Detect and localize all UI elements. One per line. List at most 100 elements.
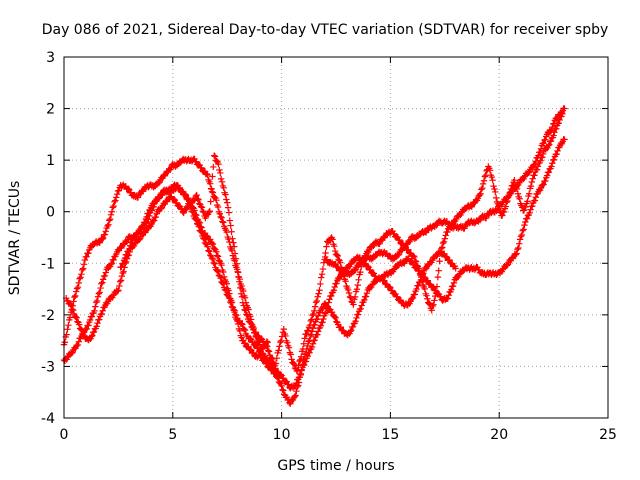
data-point xyxy=(308,328,316,335)
data-point xyxy=(86,316,94,324)
data-point xyxy=(479,184,486,192)
data-point xyxy=(506,192,513,199)
data-point xyxy=(334,252,341,260)
data-point xyxy=(200,235,208,243)
data-point xyxy=(91,307,98,315)
data-point xyxy=(513,250,520,257)
data-point xyxy=(145,210,152,217)
data-point xyxy=(94,293,102,300)
data-point xyxy=(284,339,291,346)
data-point xyxy=(331,247,339,255)
data-point xyxy=(337,259,344,266)
data-point xyxy=(325,299,332,306)
data-point xyxy=(326,296,333,303)
data-point xyxy=(208,254,216,262)
data-point xyxy=(106,215,114,223)
data-point xyxy=(331,283,338,291)
data-point xyxy=(421,285,428,293)
data-point xyxy=(217,274,224,282)
data-point xyxy=(351,293,359,301)
data-point xyxy=(276,343,283,350)
data-point xyxy=(80,261,88,268)
data-point xyxy=(85,249,92,257)
data-point xyxy=(115,187,123,194)
data-point xyxy=(279,386,286,393)
y-tick-label: 2 xyxy=(46,102,55,118)
data-point xyxy=(319,265,327,273)
data-point xyxy=(209,255,217,263)
data-point xyxy=(526,209,533,217)
data-point xyxy=(197,228,204,235)
data-point xyxy=(364,263,371,270)
data-point xyxy=(517,233,525,240)
data-point xyxy=(516,236,524,243)
data-point xyxy=(222,191,229,198)
data-point xyxy=(76,275,83,282)
data-point xyxy=(195,196,202,203)
x-tick-label: 15 xyxy=(381,427,399,443)
data-point xyxy=(525,169,532,176)
data-point xyxy=(228,247,236,254)
data-point xyxy=(113,194,120,201)
y-tick-label: 3 xyxy=(46,50,55,66)
data-point xyxy=(506,189,514,196)
data-point xyxy=(442,232,449,239)
data-point xyxy=(77,274,84,281)
data-point xyxy=(230,239,237,246)
data-point xyxy=(415,282,422,289)
data-point xyxy=(290,360,297,367)
data-point xyxy=(102,228,109,235)
data-point xyxy=(113,190,121,198)
data-point xyxy=(97,284,104,292)
data-point xyxy=(489,176,496,184)
data-point xyxy=(240,326,248,333)
data-point xyxy=(549,160,556,167)
data-point xyxy=(208,240,216,247)
data-point xyxy=(491,185,498,193)
x-tick-label: 25 xyxy=(599,427,617,443)
data-point xyxy=(312,299,320,306)
data-point xyxy=(337,323,344,331)
data-point xyxy=(72,288,80,295)
data-point xyxy=(436,258,443,265)
data-point xyxy=(353,286,361,293)
data-point xyxy=(293,367,301,375)
data-point xyxy=(418,273,425,280)
data-point xyxy=(507,185,515,193)
data-point xyxy=(412,258,420,265)
data-point xyxy=(118,263,125,271)
data-point xyxy=(528,178,536,186)
data-point xyxy=(71,293,78,301)
data-point xyxy=(110,202,117,210)
data-point xyxy=(101,272,109,280)
data-point xyxy=(226,294,233,302)
data-point xyxy=(218,261,225,269)
data-point xyxy=(294,383,301,391)
data-point xyxy=(361,296,368,304)
data-point xyxy=(184,196,191,203)
data-point xyxy=(302,349,310,357)
data-point xyxy=(550,156,558,163)
data-point xyxy=(342,278,349,285)
data-point xyxy=(440,238,448,245)
data-point xyxy=(198,228,205,236)
data-point xyxy=(297,356,304,364)
data-point xyxy=(67,301,74,308)
data-point xyxy=(96,289,103,296)
data-point xyxy=(524,198,531,205)
y-tick-label: -3 xyxy=(41,359,55,375)
data-point xyxy=(221,286,229,293)
data-point xyxy=(235,273,242,280)
data-point xyxy=(217,169,224,177)
data-point xyxy=(307,331,315,338)
data-point xyxy=(205,247,212,254)
data-point xyxy=(429,302,436,310)
data-point xyxy=(205,208,213,216)
data-point xyxy=(296,357,303,365)
data-point xyxy=(263,338,271,345)
data-point xyxy=(347,294,354,301)
data-point xyxy=(78,326,86,334)
data-point xyxy=(521,221,528,229)
data-point xyxy=(193,216,200,223)
data-point xyxy=(110,256,117,263)
